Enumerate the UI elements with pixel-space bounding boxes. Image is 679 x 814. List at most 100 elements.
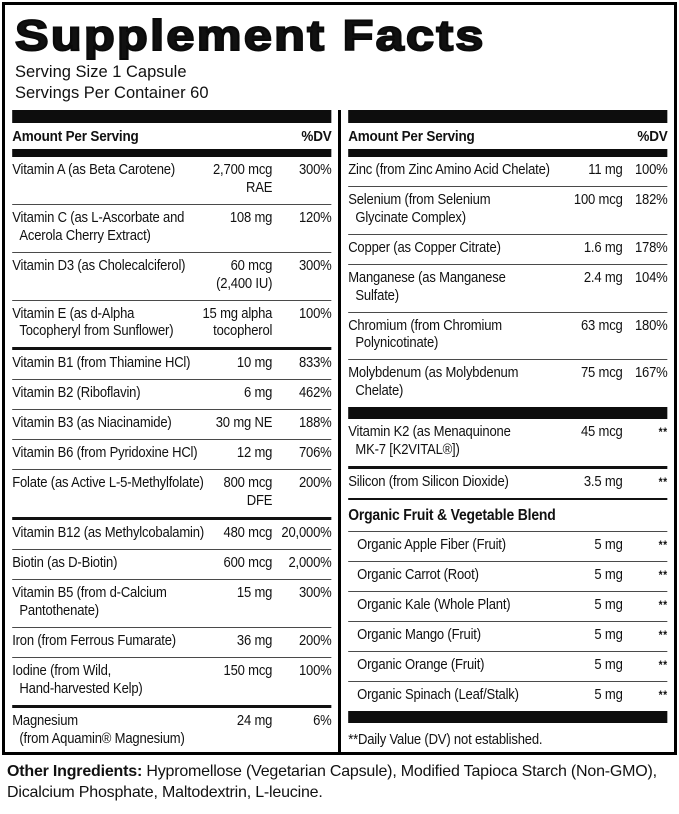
nutrient-dv: 300% bbox=[298, 161, 332, 178]
label-box: Supplement Facts Serving Size 1 Capsule … bbox=[2, 2, 677, 755]
nutrient-amount: 10 mg bbox=[236, 355, 273, 372]
nutrient-dv: 178% bbox=[634, 239, 668, 256]
nutrient-row: Magnesium (from Aquamin® Magnesium) 24 mg… bbox=[12, 705, 332, 752]
nutrient-amount: 6 mg bbox=[243, 385, 273, 402]
nutrient-dv: 100% bbox=[298, 663, 332, 680]
servings-per-container: Servings Per Container 60 bbox=[15, 83, 209, 102]
nutrient-name: Vitamin B1 (from Thiamine HCl) bbox=[12, 355, 191, 372]
nutrient-amount: 11 mg bbox=[588, 161, 623, 178]
nutrient-row: Organic Orange (Fruit) 5 mg ** bbox=[348, 651, 668, 681]
nutrient-row: Vitamin B2 (Riboflavin) 6 mg 462% bbox=[12, 379, 332, 409]
column-header: Amount Per Serving %DV bbox=[12, 123, 332, 149]
nutrient-row: Iron (from Ferrous Fumarate) 36 mg 200% bbox=[12, 627, 332, 657]
top-divider-bar bbox=[12, 109, 332, 123]
nutrient-name: Organic Carrot (Root) bbox=[357, 567, 479, 584]
serving-size: Serving Size 1 Capsule bbox=[15, 63, 187, 82]
nutrient-row: Chromium (from Chromium Polynicotinate) 6… bbox=[348, 311, 668, 360]
other-ingredients-text: Hypromellose (Vegetarian Capsule), Modif… bbox=[7, 763, 657, 801]
nutrient-row: Copper (as Copper Citrate) 1.6 mg 178% bbox=[348, 233, 668, 264]
nutrient-name: Copper (as Copper Citrate) bbox=[348, 239, 501, 256]
nutrient-amount: 24 mg bbox=[236, 713, 273, 730]
percent-dv-label: %DV bbox=[301, 127, 332, 145]
nutrient-amount: 45 mcg bbox=[580, 424, 623, 441]
nutrient-name: Selenium (from Selenium Glycinate Comple… bbox=[348, 191, 491, 226]
nutrient-dv: ** bbox=[658, 540, 668, 553]
nutrient-dv: 833% bbox=[298, 355, 332, 372]
nutrient-amount: 5 mg bbox=[594, 597, 623, 614]
nutrient-row: Vitamin A (as Beta Carotene) 2,700 mcg RA… bbox=[12, 157, 332, 204]
nutrient-row: Vitamin E (as d-Alpha Tocopheryl from Su… bbox=[12, 299, 332, 348]
nutrient-row: Vitamin B5 (from d-Calcium Pantothenate)… bbox=[12, 579, 332, 627]
nutrient-name: Vitamin B5 (from d-Calcium Pantothenate) bbox=[12, 585, 167, 620]
left-rows: Vitamin A (as Beta Carotene) 2,700 mcg RA… bbox=[12, 157, 332, 752]
nutrient-dv: 120% bbox=[298, 209, 332, 226]
nutrient-dv: 200% bbox=[298, 633, 332, 650]
nutrient-dv: 2,000% bbox=[288, 555, 332, 572]
nutrient-row: Vitamin B12 (as Methylcobalamin) 480 mcg 2… bbox=[12, 517, 332, 549]
nutrient-row: Zinc (from Zinc Amino Acid Chelate) 11 mg… bbox=[348, 157, 668, 186]
nutrient-dv: ** bbox=[658, 660, 668, 673]
nutrient-row: Iodine (from Wild, Hand-harvested Kelp) 1… bbox=[12, 657, 332, 705]
nutrient-name: Organic Orange (Fruit) bbox=[357, 657, 485, 674]
nutrient-dv: ** bbox=[658, 690, 668, 703]
nutrient-name: Zinc (from Zinc Amino Acid Chelate) bbox=[348, 161, 550, 178]
nutrient-amount: 600 mcg bbox=[223, 555, 273, 572]
nutrient-row: Organic Apple Fiber (Fruit) 5 mg ** bbox=[348, 531, 668, 561]
nutrient-name: Biotin (as D-Biotin) bbox=[12, 555, 118, 572]
nutrient-dv: 462% bbox=[298, 385, 332, 402]
nutrient-amount: 3.5 mg bbox=[583, 474, 623, 491]
nutrient-amount: 800 mcg DFE bbox=[223, 475, 273, 510]
nutrient-row: Vitamin D3 (as Cholecalciferol) 60 mcg (2… bbox=[12, 251, 332, 300]
nutrient-amount: 60 mcg (2,400 IU) bbox=[216, 257, 273, 292]
nutrient-name: Organic Apple Fiber (Fruit) bbox=[357, 537, 506, 554]
amount-per-serving-label: Amount Per Serving bbox=[348, 127, 475, 145]
nutrient-row: Folate (as Active L-5-Methylfolate) 800 m… bbox=[12, 469, 332, 517]
nutrient-amount: 2.4 mg bbox=[583, 269, 623, 286]
nutrient-dv: ** bbox=[658, 630, 668, 643]
nutrient-name: Silicon (from Silicon Dioxide) bbox=[348, 474, 509, 491]
column-header: Amount Per Serving %DV bbox=[348, 123, 668, 149]
nutrient-amount: 150 mcg bbox=[223, 663, 273, 680]
nutrient-dv: 6% bbox=[313, 713, 332, 730]
nutrient-dv: 182% bbox=[634, 191, 668, 208]
nutrient-row: Organic Kale (Whole Plant) 5 mg ** bbox=[348, 591, 668, 621]
nutrient-amount: 480 mcg bbox=[223, 525, 273, 542]
section-divider-bar bbox=[348, 711, 668, 724]
section-divider-bar bbox=[348, 407, 668, 420]
nutrient-amount: 5 mg bbox=[594, 687, 623, 704]
nutrient-name: Vitamin B12 (as Methylcobalamin) bbox=[12, 525, 205, 542]
nutrient-row: Selenium (from Selenium Glycinate Comple… bbox=[348, 185, 668, 234]
nutrient-name: Molybdenum (as Molybdenum Chelate) bbox=[348, 365, 519, 400]
nutrient-name: Organic Mango (Fruit) bbox=[357, 627, 481, 644]
nutrient-name: Folate (as Active L-5-Methylfolate) bbox=[12, 475, 204, 492]
right-column: Amount Per Serving %DV Zinc (from Zinc A… bbox=[338, 109, 674, 752]
nutrient-columns: Amount Per Serving %DV Vitamin A (as Bet… bbox=[5, 109, 674, 752]
nutrient-name: Vitamin B2 (Riboflavin) bbox=[12, 385, 141, 402]
nutrient-row: Silicon (from Silicon Dioxide) 3.5 mg ** bbox=[348, 466, 668, 498]
nutrient-name: Vitamin B3 (as Niacinamide) bbox=[12, 415, 172, 432]
nutrient-amount: 63 mcg bbox=[580, 317, 623, 334]
nutrient-dv: 200% bbox=[298, 475, 332, 492]
nutrient-dv: 104% bbox=[634, 269, 668, 286]
nutrient-dv: ** bbox=[658, 600, 668, 613]
nutrient-amount: 108 mg bbox=[229, 209, 273, 226]
nutrient-name: Vitamin K2 (as Menaquinone MK-7 [K2VITAL… bbox=[348, 424, 511, 459]
nutrient-name: Vitamin A (as Beta Carotene) bbox=[12, 161, 176, 178]
nutrient-dv: 167% bbox=[634, 365, 668, 382]
nutrient-dv: 100% bbox=[634, 161, 668, 178]
nutrient-amount: 75 mcg bbox=[580, 365, 623, 382]
amount-per-serving-label: Amount Per Serving bbox=[12, 127, 139, 145]
nutrient-dv: 20,000% bbox=[281, 525, 332, 542]
nutrient-row: Vitamin C (as L-Ascorbate and Acerola Ch… bbox=[12, 203, 332, 252]
nutrient-row: Organic Carrot (Root) 5 mg ** bbox=[348, 561, 668, 591]
nutrient-name: Iodine (from Wild, Hand-harvested Kelp) bbox=[12, 663, 143, 698]
nutrient-dv: 300% bbox=[298, 257, 332, 274]
nutrient-name: Chromium (from Chromium Polynicotinate) bbox=[348, 317, 502, 352]
nutrient-amount: 5 mg bbox=[594, 537, 623, 554]
nutrient-name: Organic Kale (Whole Plant) bbox=[357, 597, 511, 614]
nutrient-amount: 5 mg bbox=[594, 627, 623, 644]
nutrient-row: Vitamin B3 (as Niacinamide) 30 mg NE 188% bbox=[12, 409, 332, 439]
nutrient-amount: 5 mg bbox=[594, 567, 623, 584]
right-rows: Zinc (from Zinc Amino Acid Chelate) 11 mg… bbox=[348, 157, 668, 752]
nutrient-amount: 100 mcg bbox=[573, 191, 623, 208]
